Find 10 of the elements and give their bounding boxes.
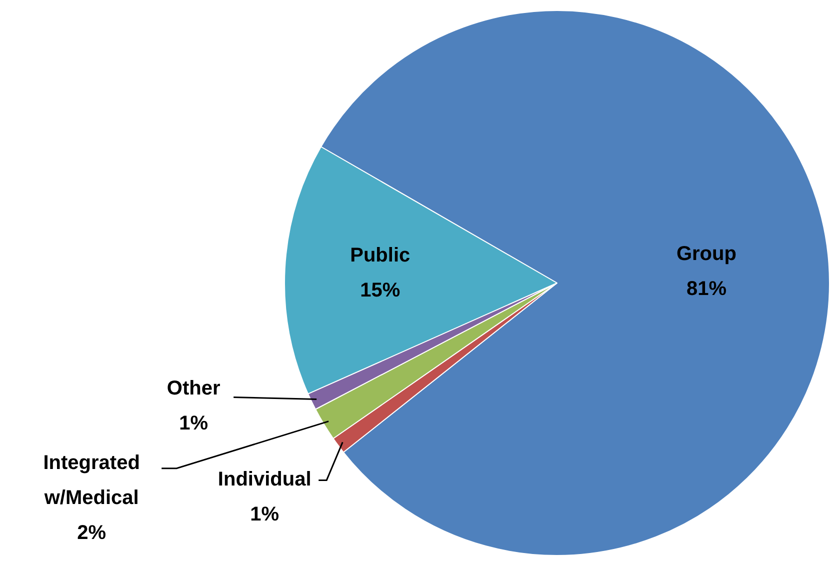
data-label: 81% <box>686 278 727 300</box>
slice-label: Individual <box>218 468 312 491</box>
data-label: 1% <box>250 504 280 526</box>
data-label: 15% <box>360 280 400 302</box>
slice-label: Other <box>166 378 220 400</box>
slice-label: Group <box>676 243 736 266</box>
slice-label: Public <box>350 244 410 267</box>
slice-label: Integrated w/Medical <box>43 452 140 509</box>
data-label: 1% <box>179 412 208 435</box>
data-label: 2% <box>77 522 106 544</box>
